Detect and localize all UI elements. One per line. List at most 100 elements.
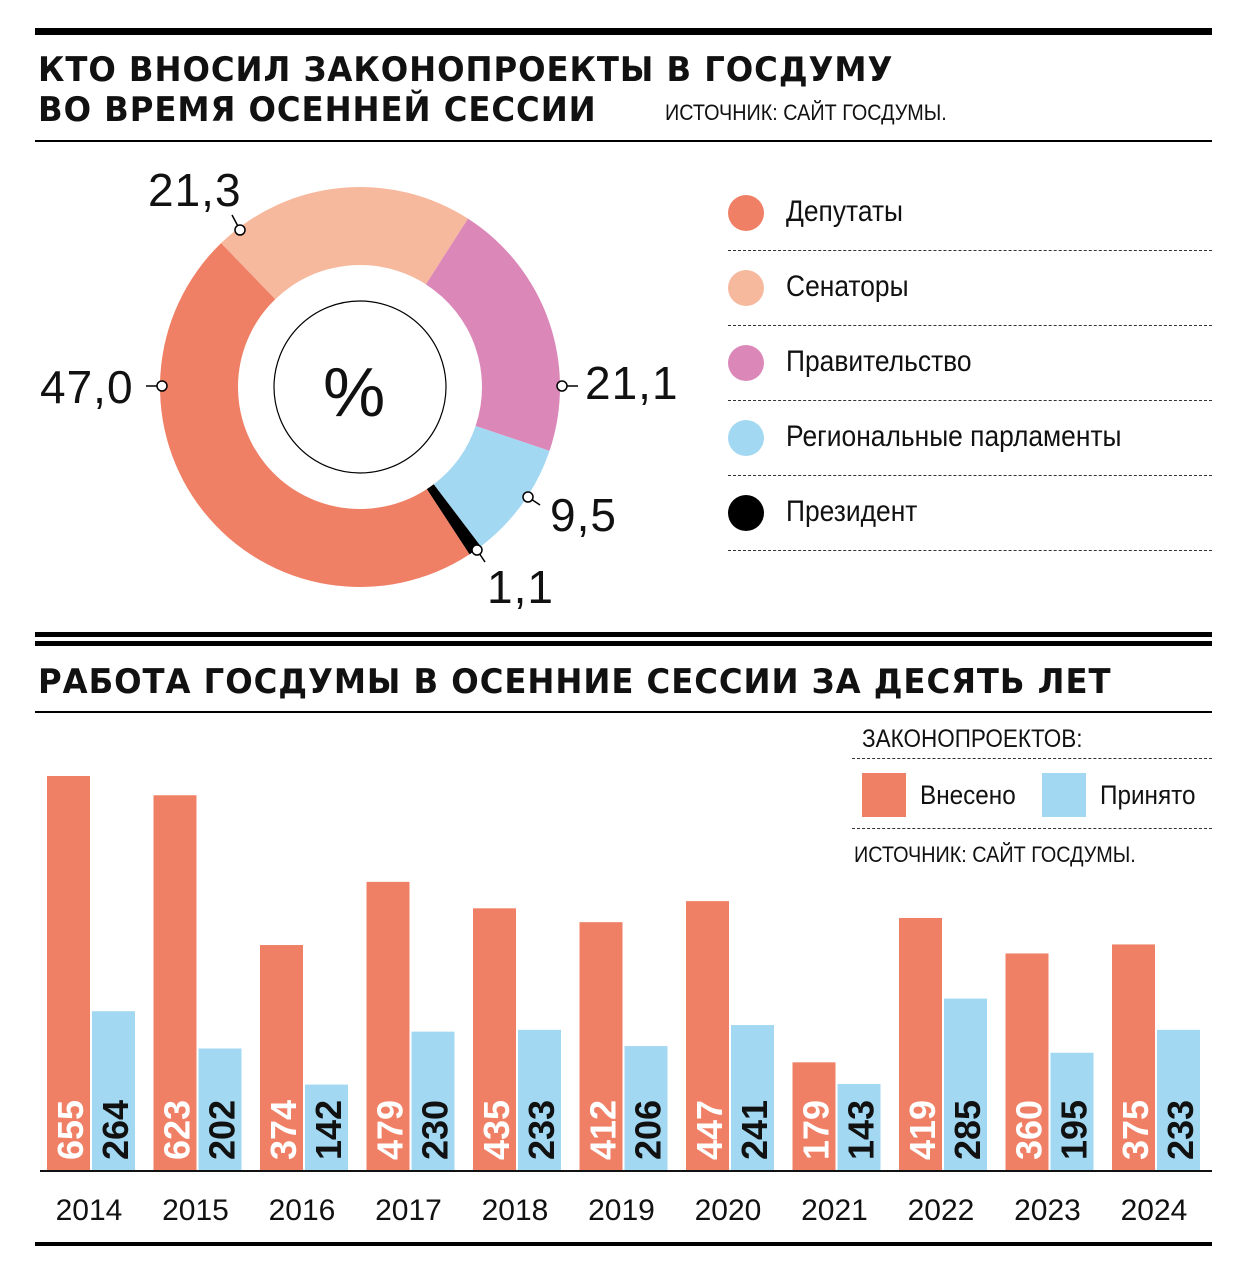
value-label: 233 bbox=[521, 1100, 562, 1160]
legend-deputies: Депутаты bbox=[728, 175, 1212, 251]
dot-icon bbox=[728, 345, 764, 381]
value-label: 230 bbox=[415, 1100, 456, 1160]
value-label: 142 bbox=[308, 1100, 349, 1160]
slice-2 bbox=[425, 218, 560, 451]
label-government: 21,1 bbox=[585, 357, 679, 409]
bar-passed-2015 bbox=[198, 1048, 242, 1170]
divider bbox=[35, 140, 1212, 142]
label-regional: 9,5 bbox=[550, 489, 617, 541]
value-label: 655 bbox=[50, 1100, 91, 1160]
value-label: 233 bbox=[1160, 1100, 1201, 1160]
bar-submitted-2020 bbox=[686, 901, 729, 1170]
value-label: 264 bbox=[95, 1100, 136, 1160]
slice-1 bbox=[221, 187, 468, 300]
value-label: 375 bbox=[1115, 1100, 1156, 1160]
marker-dot bbox=[522, 491, 534, 503]
bar-passed-2016 bbox=[305, 1084, 348, 1170]
slice-3 bbox=[433, 425, 550, 547]
label-president: 1,1 bbox=[487, 561, 554, 613]
legend-title: ЗАКОНОПРОЕКТОВ: bbox=[862, 725, 1083, 753]
divider bbox=[852, 758, 1212, 759]
bar-passed-2021 bbox=[837, 1083, 881, 1170]
year-label: 2019 bbox=[588, 1194, 655, 1227]
value-label: 412 bbox=[583, 1100, 624, 1160]
value-label: 143 bbox=[841, 1100, 882, 1160]
bar-passed-2017 bbox=[411, 1031, 455, 1170]
year-label: 2021 bbox=[801, 1194, 868, 1227]
section-rule bbox=[35, 641, 1212, 646]
legend-government: Правительство bbox=[728, 325, 1212, 401]
value-label: 206 bbox=[628, 1100, 669, 1160]
value-label: 374 bbox=[263, 1100, 304, 1160]
bar-submitted-2018 bbox=[473, 908, 516, 1170]
donut-chart bbox=[146, 187, 578, 587]
year-label: 2015 bbox=[162, 1194, 229, 1227]
bar-title: РАБОТА ГОСДУМЫ В ОСЕННИЕ СЕССИИ ЗА ДЕСЯТ… bbox=[38, 662, 1112, 702]
bar-submitted-2021 bbox=[792, 1062, 836, 1170]
donut-title-line2: ВО ВРЕМЯ ОСЕННЕЙ СЕССИИ bbox=[38, 90, 597, 130]
legend-regional: Региональные парламенты bbox=[728, 400, 1212, 476]
center-percent: % bbox=[323, 353, 387, 431]
legend-swatch-submitted bbox=[862, 773, 906, 817]
slice-4 bbox=[426, 484, 481, 555]
value-label: 435 bbox=[476, 1100, 517, 1160]
bar-submitted-2022 bbox=[899, 917, 942, 1170]
year-label: 2017 bbox=[375, 1194, 442, 1227]
value-label: 447 bbox=[689, 1100, 730, 1160]
bar-submitted-2017 bbox=[366, 881, 410, 1170]
legend-label: Сенаторы bbox=[786, 270, 909, 303]
divider bbox=[852, 828, 1212, 829]
bar-submitted-2019 bbox=[579, 922, 623, 1170]
bar-submitted-2014 bbox=[47, 776, 90, 1170]
bar-submitted-2024 bbox=[1112, 944, 1155, 1170]
year-label: 2016 bbox=[269, 1194, 336, 1227]
bar-passed-2020 bbox=[731, 1025, 774, 1170]
value-label: 479 bbox=[370, 1100, 411, 1160]
value-label: 179 bbox=[796, 1100, 837, 1160]
legend-swatch-passed bbox=[1042, 773, 1086, 817]
bar-submitted-2023 bbox=[1005, 953, 1049, 1170]
bar-submitted-2016 bbox=[260, 945, 303, 1170]
top-rule bbox=[35, 28, 1212, 35]
value-label: 241 bbox=[734, 1100, 775, 1160]
year-label: 2014 bbox=[56, 1194, 123, 1227]
marker-dot bbox=[471, 544, 483, 556]
legend-submitted: Внесено bbox=[920, 780, 1016, 810]
dot-icon bbox=[728, 195, 764, 231]
bar-source: ИСТОЧНИК: САЙТ ГОСДУМЫ. bbox=[854, 842, 1136, 867]
marker-dot bbox=[556, 380, 568, 392]
dot-icon bbox=[728, 420, 764, 456]
value-label: 623 bbox=[157, 1100, 198, 1160]
year-label: 2020 bbox=[695, 1194, 762, 1227]
legend-label: Депутаты bbox=[786, 195, 904, 228]
value-label: 202 bbox=[202, 1100, 243, 1160]
legend-senators: Сенаторы bbox=[728, 250, 1212, 326]
slice-0 bbox=[160, 243, 470, 587]
bar-passed-2023 bbox=[1050, 1052, 1094, 1170]
year-label: 2018 bbox=[482, 1194, 549, 1227]
value-label: 195 bbox=[1054, 1100, 1095, 1160]
legend-passed: Принято bbox=[1100, 780, 1196, 810]
legend-president: Президент bbox=[728, 475, 1212, 551]
value-label: 285 bbox=[947, 1100, 988, 1160]
bar-passed-2018 bbox=[518, 1029, 561, 1170]
legend-label: Президент bbox=[786, 495, 918, 528]
dot-icon bbox=[728, 270, 764, 306]
year-label: 2023 bbox=[1014, 1194, 1081, 1227]
marker-dot bbox=[156, 380, 168, 392]
bottom-rule bbox=[35, 1242, 1212, 1246]
donut-title-line1: КТО ВНОСИЛ ЗАКОНОПРОЕКТЫ В ГОСДУМУ bbox=[38, 50, 894, 90]
bar-passed-2014 bbox=[92, 1011, 135, 1170]
legend-label: Региональные парламенты bbox=[786, 420, 1122, 453]
bar-passed-2024 bbox=[1157, 1029, 1200, 1170]
section-rule bbox=[35, 632, 1212, 637]
marker-dot bbox=[234, 224, 246, 236]
dot-icon bbox=[728, 495, 764, 531]
legend-label: Правительство bbox=[786, 345, 972, 378]
year-label: 2022 bbox=[908, 1194, 975, 1227]
year-label: 2024 bbox=[1121, 1194, 1188, 1227]
bar-passed-2022 bbox=[944, 998, 987, 1170]
value-label: 419 bbox=[902, 1100, 943, 1160]
bar-passed-2019 bbox=[624, 1046, 668, 1170]
